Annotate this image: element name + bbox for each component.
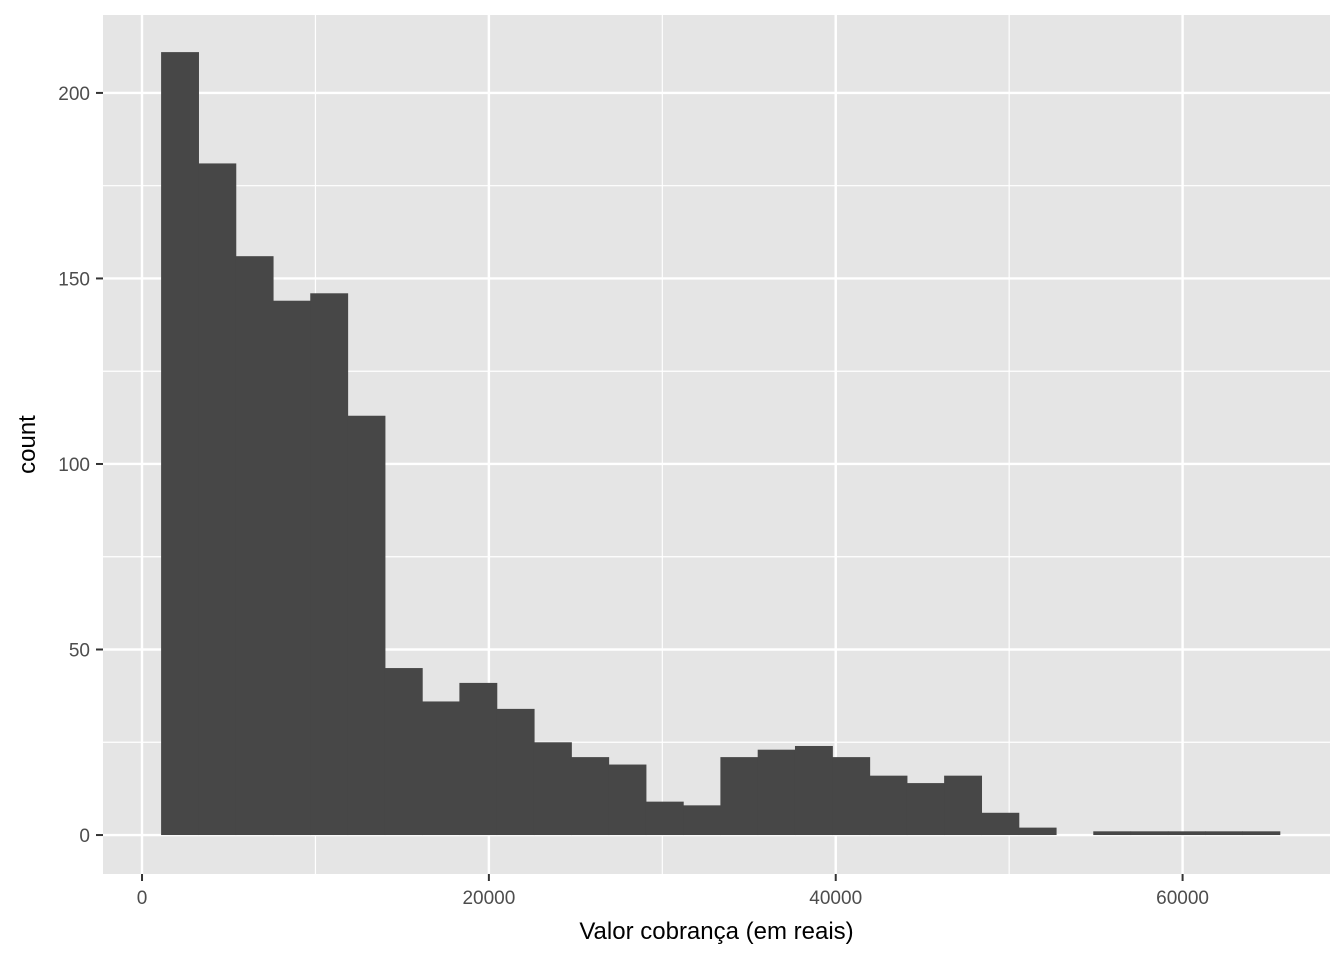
x-axis: 0 20000 40000 60000 — [137, 874, 1209, 909]
histogram-bar — [608, 764, 647, 836]
histogram-bar — [1242, 831, 1281, 836]
x-tick-label: 0 — [137, 888, 148, 909]
histogram-bar — [310, 293, 349, 836]
histogram-bar — [720, 757, 759, 836]
histogram-bar — [1130, 831, 1169, 836]
x-axis-title: Valor cobrança (em reais) — [579, 918, 853, 945]
histogram-bar — [459, 682, 498, 836]
y-tick-label: 50 — [69, 641, 90, 662]
histogram-bar — [1093, 831, 1132, 836]
histogram-bar — [198, 163, 237, 836]
histogram-bar — [832, 757, 871, 836]
histogram-bar — [272, 300, 311, 836]
x-tick-label: 60000 — [1156, 888, 1209, 909]
histogram-bar — [161, 52, 199, 836]
major-gridlines — [103, 15, 1330, 874]
histogram-bar — [645, 801, 684, 836]
x-tick-label: 20000 — [462, 888, 515, 909]
histogram-bar — [347, 415, 386, 836]
y-axis: 0 50 100 150 200 — [58, 84, 103, 847]
histogram-bar — [944, 775, 983, 836]
histogram-bar — [1167, 831, 1206, 836]
y-tick-label: 100 — [58, 455, 90, 476]
histogram-bar — [422, 701, 460, 836]
y-axis-title: count — [14, 415, 41, 474]
y-tick-label: 0 — [79, 826, 90, 847]
histogram-bar — [1205, 831, 1244, 836]
histogram-bar — [1018, 827, 1057, 836]
histogram-bar — [533, 742, 572, 836]
histogram-bar — [384, 668, 423, 836]
histogram-bar — [571, 757, 610, 836]
histogram-bar — [981, 812, 1020, 836]
histogram-bars — [161, 52, 1281, 836]
y-tick-label: 150 — [58, 269, 90, 290]
y-tick-label: 200 — [58, 84, 90, 105]
histogram-bar — [683, 805, 722, 836]
histogram-bar — [496, 708, 535, 836]
histogram-bar — [235, 256, 274, 836]
histogram-bar — [869, 775, 908, 836]
histogram-bar — [757, 749, 796, 836]
histogram-bar — [906, 783, 945, 836]
histogram-bar — [794, 745, 833, 836]
x-tick-label: 40000 — [809, 888, 862, 909]
